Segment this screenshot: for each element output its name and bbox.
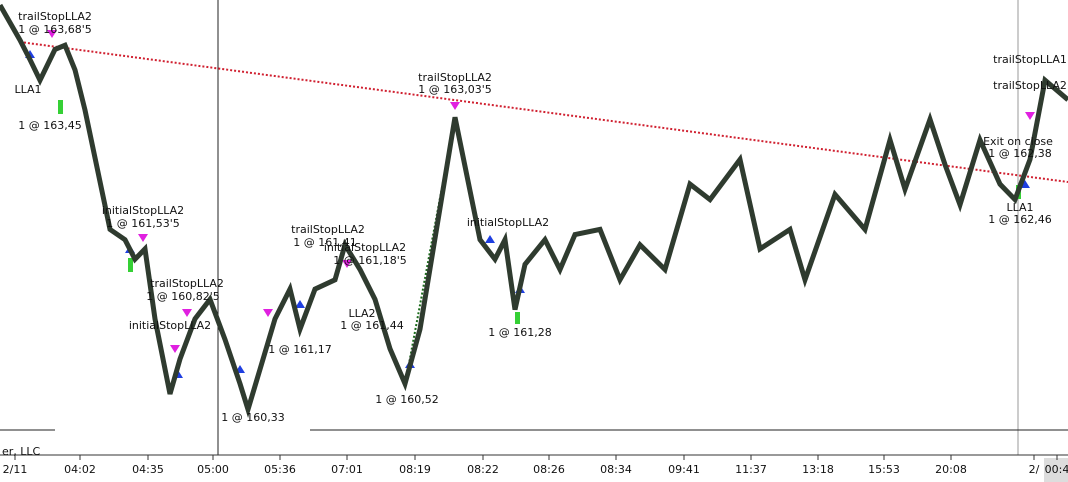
- annotation: 1 @ 162,46: [988, 213, 1051, 226]
- x-tick-label: 08:22: [467, 463, 499, 476]
- entry-bar: [128, 258, 133, 272]
- annotation: initialStopLLA2: [324, 241, 406, 254]
- x-axis-panel: [0, 455, 1068, 482]
- annotation: 1 @ 163,03'5: [418, 83, 492, 96]
- annotation: LLA1: [14, 83, 41, 96]
- x-tick-label: 08:19: [399, 463, 431, 476]
- annotation: trailStopLLA2: [291, 223, 365, 236]
- annotation: 1 @ 162,38: [988, 147, 1051, 160]
- annotation: trailStopLLA2: [993, 79, 1067, 92]
- footer: er, LLC: [2, 445, 41, 458]
- x-tick-label: 08:34: [600, 463, 632, 476]
- x-tick-label: 05:00: [197, 463, 229, 476]
- annotation: 1 @ 160,33: [221, 411, 284, 424]
- annotation: trailStopLLA2: [150, 277, 224, 290]
- x-tick-label: 20:08: [935, 463, 967, 476]
- annotation: trailStopLLA2: [418, 71, 492, 84]
- trade-line: [404, 117, 456, 386]
- annotation: 1 @ 161,41: [293, 236, 356, 249]
- annotation: 1 @ 163,68'5: [18, 23, 92, 36]
- annotation: 1 @ 161,53'5: [106, 217, 180, 230]
- x-tick-label: 08:26: [533, 463, 565, 476]
- x-tick-label: 07:01: [331, 463, 363, 476]
- x-tick-label: 15:53: [868, 463, 900, 476]
- annotation: trailStopLLA1: [993, 53, 1067, 66]
- entry-bar: [515, 312, 520, 324]
- cursor-label-box: [1044, 458, 1068, 482]
- annotation: 1 @ 160,82'5: [146, 290, 220, 303]
- price-line: [0, 3, 1068, 418]
- x-tick-label: 13:18: [802, 463, 834, 476]
- x-tick-label: 04:35: [132, 463, 164, 476]
- x-tick-label: 05:36: [264, 463, 296, 476]
- x-tick-label: 00:4: [1045, 463, 1068, 476]
- x-tick-label: 04:02: [64, 463, 96, 476]
- entry-bar: [58, 100, 63, 114]
- x-tick-label: 2/11: [3, 463, 28, 476]
- annotation: LLA2: [348, 307, 375, 320]
- annotation: LLA1: [1006, 201, 1033, 214]
- x-tick-label: 11:37: [735, 463, 767, 476]
- annotation: 1 @ 163,45: [18, 119, 81, 132]
- annotation: initialStopLLA2: [467, 216, 549, 229]
- annotation: 1 @ 161,17: [268, 343, 331, 356]
- annotation: initialStopLLA2: [129, 319, 211, 332]
- x-tick-label: 09:41: [668, 463, 700, 476]
- annotation: 1 @ 161,18'5: [333, 254, 407, 267]
- x-tick-label: 2/: [1029, 463, 1040, 476]
- annotation: 1 @ 161,28: [488, 326, 551, 339]
- annotation: 1 @ 160,52: [375, 393, 438, 406]
- annotation: 1 @ 161,44: [340, 319, 403, 332]
- annotation: Exit on close: [983, 135, 1053, 148]
- annotation: trailStopLLA2: [18, 10, 92, 23]
- annotation: initialStopLLA2: [102, 204, 184, 217]
